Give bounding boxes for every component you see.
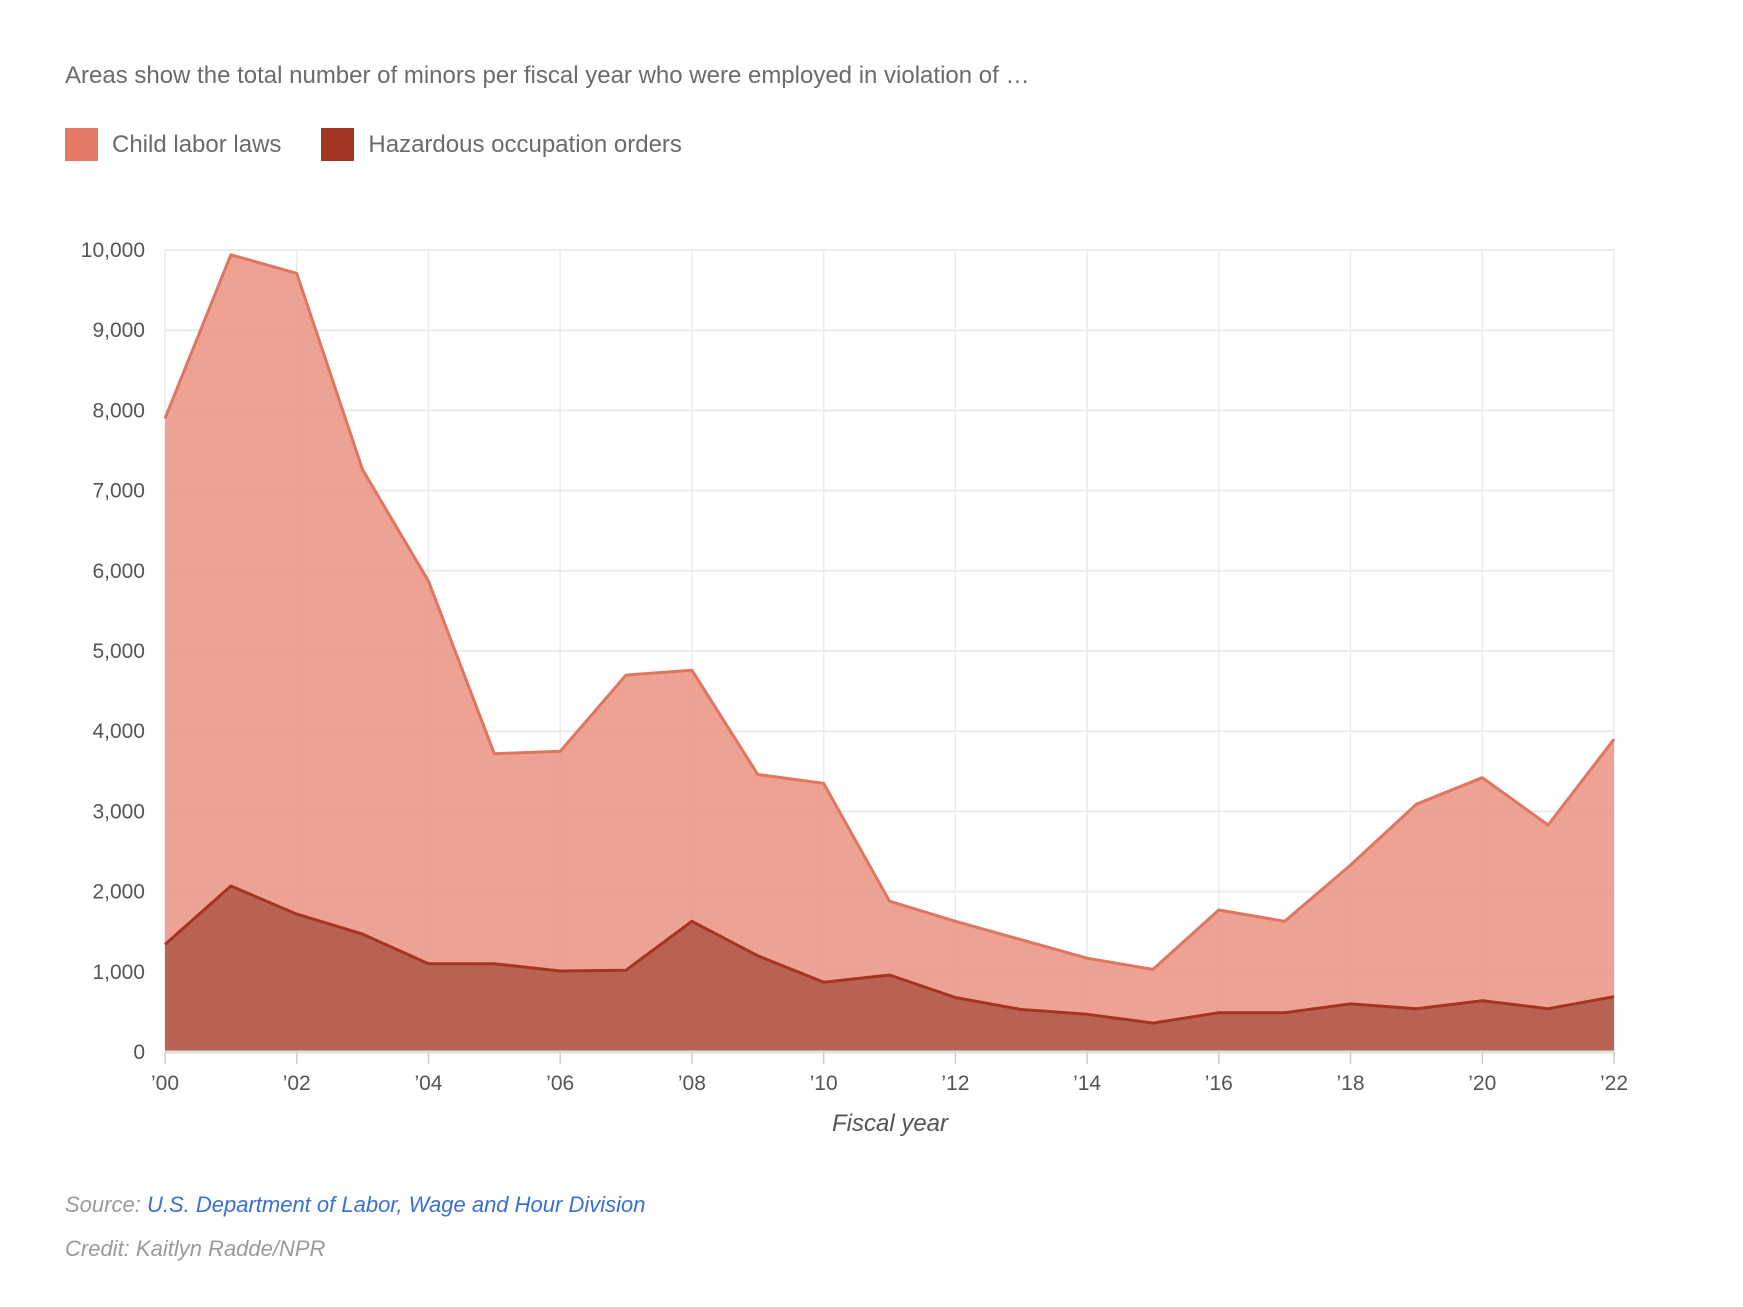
legend-swatch <box>321 128 355 161</box>
x-tick-label: ’10 <box>810 1072 838 1095</box>
y-tick-label: 3,000 <box>92 800 145 823</box>
x-tick-label: ’18 <box>1337 1072 1365 1095</box>
x-tick-label: ’20 <box>1468 1072 1496 1095</box>
legend-label: Hazardous occupation orders <box>368 130 682 158</box>
credit-line: Credit: Kaitlyn Radde/NPR <box>65 1236 326 1261</box>
x-tick-label: ’00 <box>151 1072 179 1095</box>
y-tick-label: 1,000 <box>92 961 145 984</box>
x-tick-label: ’22 <box>1600 1072 1628 1095</box>
y-tick-label: 5,000 <box>92 640 145 663</box>
legend-label: Child labor laws <box>112 130 282 158</box>
area-hazardous <box>165 886 1614 1052</box>
source-line: Source: U.S. Department of Labor, Wage a… <box>65 1192 645 1218</box>
source-label: Source: <box>65 1192 141 1217</box>
x-tick-label: ’12 <box>941 1072 969 1095</box>
y-tick-label: 6,000 <box>92 560 145 583</box>
y-tick-label: 4,000 <box>92 720 145 743</box>
legend-swatch <box>65 128 98 161</box>
y-tick-label: 2,000 <box>92 881 145 904</box>
x-axis-label: Fiscal year <box>832 1110 949 1137</box>
line-child-labor <box>163 253 1616 971</box>
legend-item-hazardous[interactable]: Hazardous occupation orders <box>321 128 682 161</box>
x-tick-label: ’06 <box>546 1072 574 1095</box>
x-tick-label: ’16 <box>1205 1072 1233 1095</box>
area-child-labor <box>165 254 1614 1053</box>
source-link[interactable]: U.S. Department of Labor, Wage and Hour … <box>146 1192 646 1217</box>
x-tick-label: ’08 <box>678 1072 706 1095</box>
legend-item-child-labor[interactable]: Child labor laws <box>65 128 281 161</box>
chart-subtitle: Areas show the total number of minors pe… <box>65 62 1030 89</box>
line-hazardous <box>164 884 1615 1025</box>
x-tick-label: ’14 <box>1073 1072 1101 1095</box>
legend: Child labor laws Hazardous occupation or… <box>65 128 722 161</box>
y-tick-label: 10,000 <box>81 239 145 262</box>
y-tick-label: 7,000 <box>92 480 145 503</box>
x-tick-label: ’04 <box>414 1072 442 1095</box>
y-tick-label: 8,000 <box>92 399 145 422</box>
y-tick-label: 9,000 <box>92 319 145 342</box>
x-tick-label: ’02 <box>283 1072 311 1095</box>
y-tick-label: 0 <box>133 1041 145 1064</box>
